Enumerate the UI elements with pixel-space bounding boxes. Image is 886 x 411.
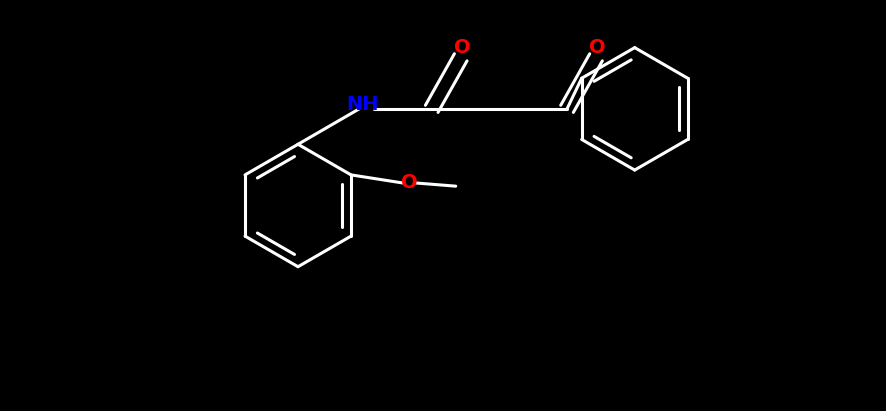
Text: O: O [454,38,470,57]
Text: NH: NH [346,95,378,113]
Text: O: O [400,173,417,192]
Text: O: O [589,38,606,57]
